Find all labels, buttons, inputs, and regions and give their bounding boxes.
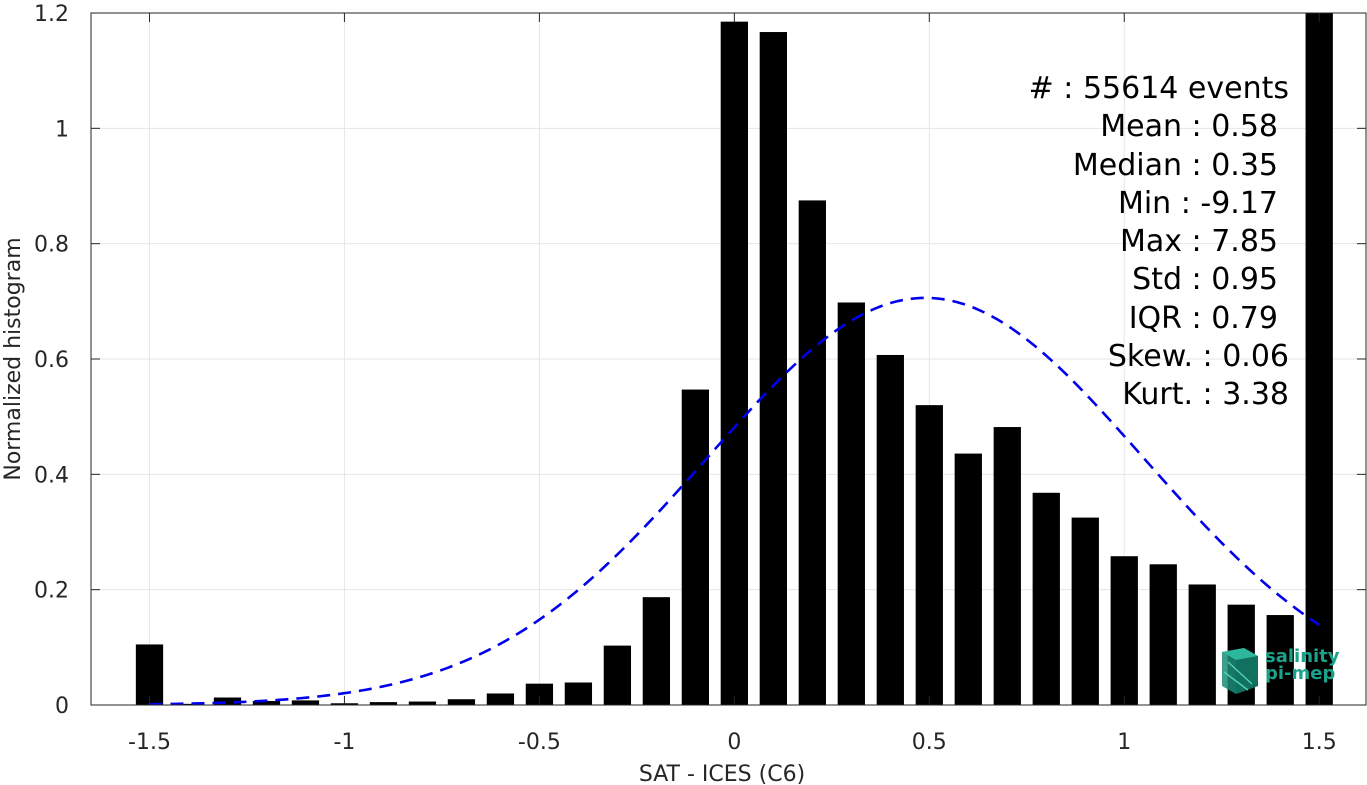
stat-mean: Mean : 0.58 (1100, 109, 1278, 145)
histogram-bar (1032, 492, 1060, 705)
histogram-bar (1188, 584, 1216, 705)
stats-box: # : 55614 events Mean : 0.58 Median : 0.… (1029, 70, 1289, 415)
histogram-bar (642, 597, 671, 705)
y-tick-label: 1.2 (34, 2, 69, 27)
y-tick-labels: 0 0.2 0.4 0.6 0.8 1 1.2 (34, 2, 69, 719)
stat-min: Min : -9.17 (1117, 185, 1278, 221)
stat-events: # : 55614 events (1028, 71, 1289, 106)
histogram-bar (525, 683, 554, 705)
y-tick-label: 0.6 (34, 348, 69, 373)
histogram-bar (174, 703, 203, 705)
x-tick-label: 1 (1117, 730, 1131, 755)
histogram-bar (681, 389, 710, 705)
histogram-bar (135, 644, 164, 705)
histogram-bar (876, 354, 904, 705)
histogram-bar (408, 701, 437, 705)
bar-series (135, 13, 1333, 705)
stat-iqr: IQR : 0.79 (1128, 300, 1278, 336)
histogram-bar (486, 693, 515, 705)
histogram-bar (213, 697, 242, 705)
y-axis-label: Normalized histogram (1, 237, 26, 480)
histogram-bar (915, 405, 943, 705)
x-tick-label: 0.5 (912, 730, 947, 755)
x-tick-label: 1.5 (1302, 730, 1337, 755)
y-tick-label: 0.2 (34, 579, 69, 604)
y-tick-label: 0 (55, 694, 69, 719)
stat-skew: Skew. : 0.06 (1107, 339, 1289, 375)
x-tick-label: 0 (727, 730, 741, 755)
histogram-bar (993, 427, 1021, 705)
stat-median: Median : 0.35 (1072, 147, 1278, 183)
histogram-bar (1071, 517, 1099, 705)
x-axis-label: SAT - ICES (C6) (639, 762, 805, 785)
y-tick-label: 0.4 (34, 463, 69, 488)
axis-ticks (91, 12, 1366, 706)
histogram-bar (603, 645, 632, 705)
histogram-bar (1149, 564, 1177, 705)
histogram-bar (291, 700, 320, 705)
histogram-bar (1110, 556, 1138, 705)
salinity-pi-mep-logo: salinity pi-mep (1218, 648, 1348, 694)
histogram-bar (837, 302, 865, 705)
histogram-bar (1305, 13, 1333, 705)
histogram-bar (720, 21, 748, 705)
logo-line-1: salinity (1265, 646, 1340, 667)
histogram-bar (564, 682, 593, 705)
stat-kurt: Kurt. : 3.38 (1122, 377, 1289, 413)
histogram-bar (252, 700, 281, 705)
histogram-bar (759, 32, 787, 705)
x-tick-label: -0.5 (518, 730, 561, 755)
histogram-bar (1266, 615, 1294, 705)
stat-std: Std : 0.95 (1132, 262, 1278, 298)
x-tick-label: -1.5 (128, 730, 171, 755)
histogram-bar (798, 200, 826, 705)
cube-logo-icon (1222, 648, 1258, 694)
histogram-bar (369, 702, 398, 705)
logo-line-2: pi-mep (1265, 663, 1336, 684)
stat-max: Max : 7.85 (1120, 224, 1278, 260)
histogram-bar (447, 699, 476, 705)
fit-curve (149, 296, 1320, 706)
histogram-bar (954, 453, 982, 705)
x-tick-labels: -1.5 -1 -0.5 0 0.5 1 1.5 (128, 730, 1337, 755)
x-tick-label: -1 (333, 730, 355, 755)
y-tick-label: 1 (55, 117, 69, 142)
y-tick-label: 0.8 (34, 233, 69, 258)
